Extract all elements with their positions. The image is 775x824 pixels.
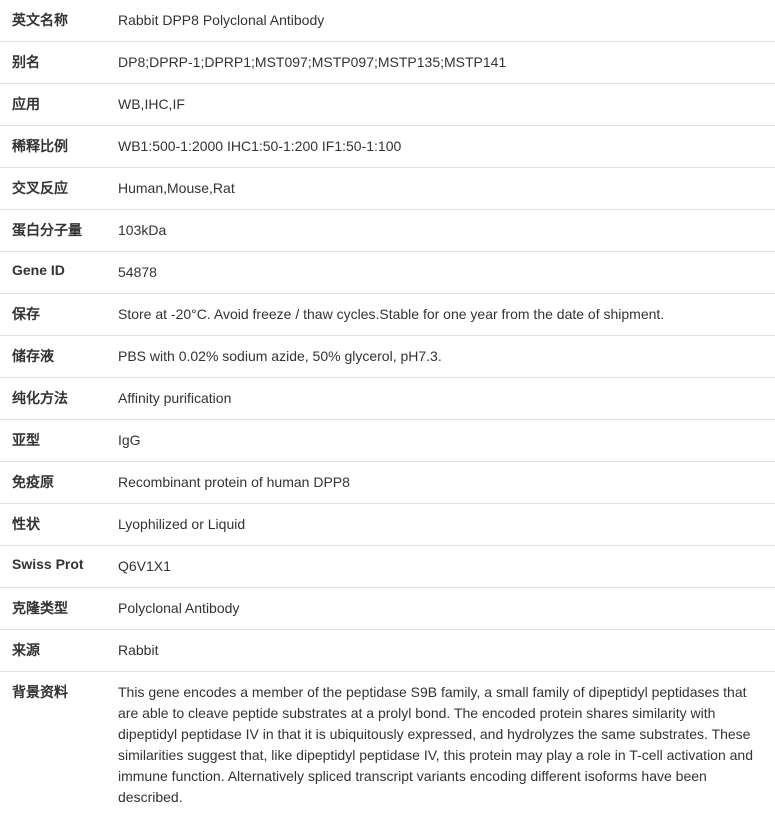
spec-row: 稀释比例WB1:500-1:2000 IHC1:50-1:200 IF1:50-… [0,126,775,168]
spec-row: 克隆类型Polyclonal Antibody [0,588,775,630]
spec-row: 亚型IgG [0,420,775,462]
spec-row: 别名DP8;DPRP-1;DPRP1;MST097;MSTP097;MSTP13… [0,42,775,84]
spec-value: Rabbit [118,630,775,672]
spec-label: 克隆类型 [0,588,118,630]
spec-value: This gene encodes a member of the peptid… [118,672,775,824]
spec-value: WB1:500-1:2000 IHC1:50-1:200 IF1:50-1:10… [118,126,775,168]
spec-label: 纯化方法 [0,378,118,420]
spec-label: 免疫原 [0,462,118,504]
spec-label: 蛋白分子量 [0,210,118,252]
spec-value: 54878 [118,252,775,294]
spec-row: 来源Rabbit [0,630,775,672]
spec-label: 交叉反应 [0,168,118,210]
spec-label: Gene ID [0,252,118,294]
spec-label: 性状 [0,504,118,546]
spec-label: 亚型 [0,420,118,462]
spec-value: Affinity purification [118,378,775,420]
spec-label: 稀释比例 [0,126,118,168]
spec-row: 保存Store at -20°C. Avoid freeze / thaw cy… [0,294,775,336]
spec-table: 英文名称Rabbit DPP8 Polyclonal Antibody别名DP8… [0,0,775,824]
spec-value: Human,Mouse,Rat [118,168,775,210]
spec-value: Polyclonal Antibody [118,588,775,630]
spec-row: 背景资料This gene encodes a member of the pe… [0,672,775,824]
spec-label: 别名 [0,42,118,84]
spec-label: 英文名称 [0,0,118,42]
spec-value: Q6V1X1 [118,546,775,588]
spec-value: IgG [118,420,775,462]
spec-value: 103kDa [118,210,775,252]
spec-label: 储存液 [0,336,118,378]
spec-value: PBS with 0.02% sodium azide, 50% glycero… [118,336,775,378]
spec-row: 免疫原Recombinant protein of human DPP8 [0,462,775,504]
spec-row: 性状Lyophilized or Liquid [0,504,775,546]
spec-row: Swiss ProtQ6V1X1 [0,546,775,588]
spec-row: 交叉反应Human,Mouse,Rat [0,168,775,210]
spec-row: 纯化方法Affinity purification [0,378,775,420]
spec-label: 应用 [0,84,118,126]
spec-label: 保存 [0,294,118,336]
spec-label: 背景资料 [0,672,118,824]
spec-row: Gene ID54878 [0,252,775,294]
spec-label: 来源 [0,630,118,672]
spec-value: Store at -20°C. Avoid freeze / thaw cycl… [118,294,775,336]
spec-row: 应用WB,IHC,IF [0,84,775,126]
spec-label: Swiss Prot [0,546,118,588]
spec-value: Rabbit DPP8 Polyclonal Antibody [118,0,775,42]
spec-value: DP8;DPRP-1;DPRP1;MST097;MSTP097;MSTP135;… [118,42,775,84]
spec-table-body: 英文名称Rabbit DPP8 Polyclonal Antibody别名DP8… [0,0,775,824]
spec-row: 储存液PBS with 0.02% sodium azide, 50% glyc… [0,336,775,378]
spec-row: 蛋白分子量103kDa [0,210,775,252]
spec-row: 英文名称Rabbit DPP8 Polyclonal Antibody [0,0,775,42]
spec-value: Lyophilized or Liquid [118,504,775,546]
spec-value: Recombinant protein of human DPP8 [118,462,775,504]
spec-value: WB,IHC,IF [118,84,775,126]
